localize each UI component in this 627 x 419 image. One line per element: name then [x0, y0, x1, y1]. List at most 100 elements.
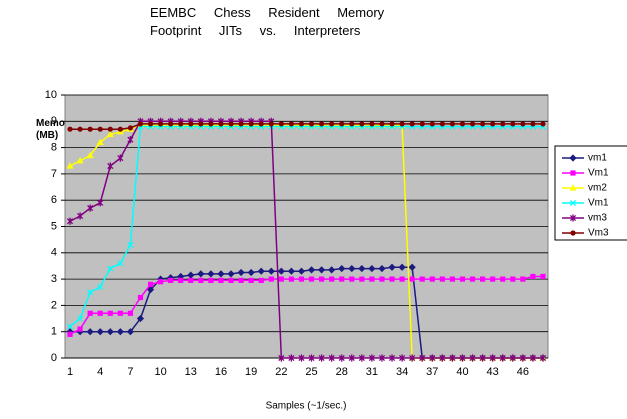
marker [177, 272, 185, 281]
marker [288, 354, 295, 362]
marker [178, 277, 184, 284]
marker [147, 281, 154, 287]
series-line [69, 125, 543, 328]
marker [389, 276, 395, 282]
marker [117, 126, 123, 132]
legend-marker [569, 154, 577, 162]
marker [429, 354, 436, 362]
marker [168, 277, 174, 284]
y-axis-label: Memory (MB) [36, 118, 75, 141]
legend-marker [570, 170, 576, 176]
marker [499, 354, 506, 362]
marker [117, 154, 124, 162]
marker [539, 354, 547, 362]
marker [500, 121, 506, 127]
marker [77, 126, 83, 132]
marker [419, 354, 426, 362]
y-tick-label: 10 [45, 89, 57, 101]
legend-marker [569, 214, 577, 222]
marker [338, 354, 345, 362]
marker [409, 354, 416, 362]
marker [349, 121, 355, 127]
marker [97, 126, 103, 132]
marker [287, 267, 296, 275]
x-tick-label: 1 [67, 366, 73, 378]
marker [329, 121, 335, 127]
x-tick-label: 7 [127, 366, 133, 378]
marker [429, 276, 435, 282]
marker [247, 268, 255, 277]
marker [419, 276, 425, 282]
marker [308, 121, 315, 127]
legend-box [554, 145, 627, 241]
marker [388, 263, 396, 271]
marker [237, 268, 245, 277]
marker [317, 266, 326, 274]
marker [479, 121, 486, 127]
marker [248, 277, 254, 284]
marker [328, 354, 335, 362]
marker [359, 276, 365, 282]
legend-label: Vm3 [588, 228, 609, 239]
marker [157, 279, 164, 285]
marker [459, 121, 466, 127]
marker [368, 264, 376, 273]
marker [66, 162, 74, 169]
x-tick-label: 19 [245, 366, 257, 378]
y-tick-label: 5 [51, 220, 57, 232]
marker [208, 277, 214, 284]
marker [349, 276, 355, 282]
marker [97, 283, 104, 291]
marker [398, 263, 406, 271]
marker [379, 276, 385, 282]
marker [338, 264, 346, 273]
series [67, 121, 546, 132]
marker [288, 276, 295, 282]
marker [510, 276, 516, 282]
marker [87, 126, 93, 132]
marker [127, 136, 134, 144]
marker [96, 138, 104, 145]
marker [238, 121, 244, 127]
marker [66, 328, 74, 336]
y-tick-label: 9 [51, 115, 57, 127]
marker [167, 274, 175, 282]
marker [77, 212, 84, 220]
marker [318, 276, 325, 282]
marker [97, 199, 104, 207]
marker [520, 121, 526, 127]
marker [308, 276, 315, 282]
marker [368, 354, 375, 362]
marker [490, 121, 496, 127]
x-tick-label: 28 [336, 366, 348, 378]
marker [409, 276, 415, 282]
marker [218, 277, 224, 284]
marker [127, 125, 134, 131]
marker [76, 328, 84, 336]
marker [479, 354, 486, 362]
marker [369, 121, 375, 127]
marker [510, 121, 516, 127]
marker [87, 289, 94, 296]
marker [278, 121, 284, 127]
marker [328, 266, 336, 274]
marker [277, 267, 285, 275]
marker [520, 276, 526, 282]
x-axis-label: Samples (~1/sec.) [266, 401, 347, 412]
marker [127, 310, 134, 316]
marker [117, 310, 123, 316]
marker [519, 354, 526, 362]
marker [67, 126, 73, 132]
marker [76, 157, 84, 164]
marker [529, 354, 536, 362]
x-tick-label: 22 [275, 366, 287, 378]
marker [459, 354, 466, 362]
marker [96, 328, 104, 336]
series [67, 273, 546, 337]
marker [479, 276, 486, 282]
marker [106, 130, 114, 138]
marker [107, 310, 113, 316]
marker [329, 276, 335, 282]
marker [540, 121, 546, 127]
marker [399, 354, 406, 362]
